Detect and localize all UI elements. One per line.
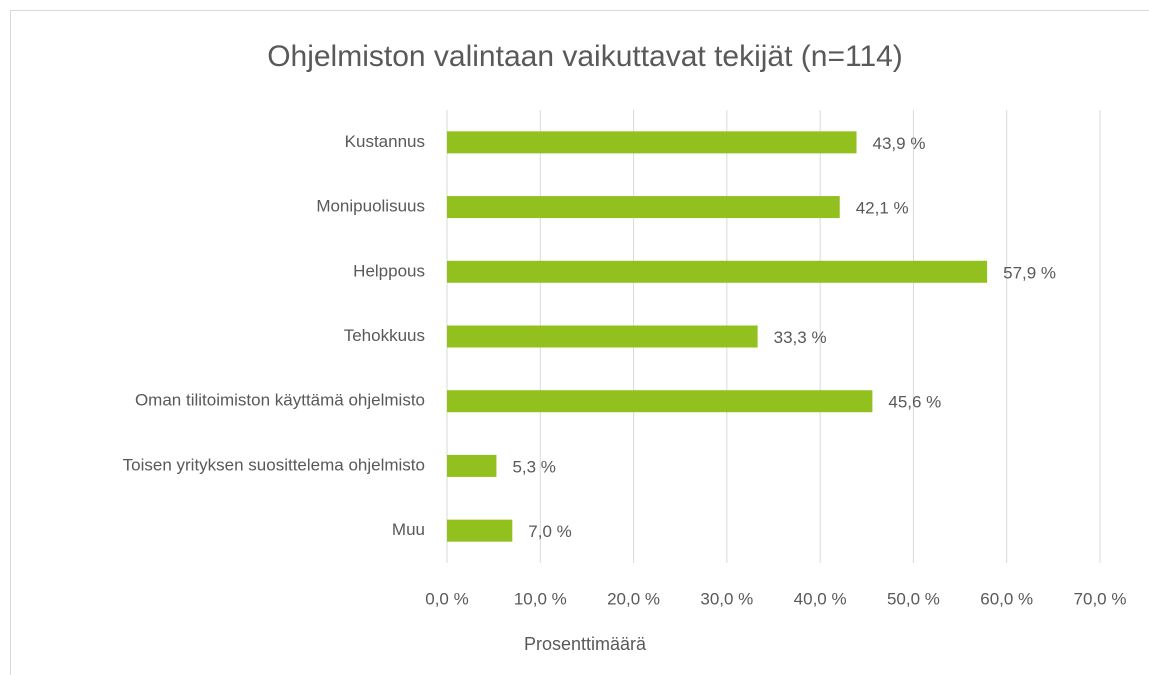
bar <box>447 196 840 219</box>
bar <box>447 454 497 477</box>
x-tick-label: 30,0 % <box>700 589 753 608</box>
x-tick-label: 10,0 % <box>514 589 567 608</box>
y-tick-label: Monipuolisuus <box>316 197 425 216</box>
y-tick-label: Oman tilitoimiston käyttämä ohjelmisto <box>135 391 425 410</box>
data-label: 45,6 % <box>888 393 941 412</box>
x-tick-label: 60,0 % <box>980 589 1033 608</box>
bar <box>447 131 857 154</box>
x-axis-title: Prosenttimäärä <box>524 634 647 654</box>
bar <box>447 325 758 348</box>
y-tick-label: Muu <box>392 520 425 539</box>
x-tick-label: 40,0 % <box>794 589 847 608</box>
x-tick-label: 20,0 % <box>607 589 660 608</box>
bar <box>447 390 873 413</box>
data-label: 43,9 % <box>873 134 926 153</box>
x-tick-label: 50,0 % <box>887 589 940 608</box>
data-label: 5,3 % <box>512 457 555 476</box>
y-tick-label: Kustannus <box>345 132 425 151</box>
x-tick-label: 0,0 % <box>425 589 468 608</box>
data-label: 7,0 % <box>528 522 571 541</box>
data-label: 33,3 % <box>774 328 827 347</box>
y-tick-label: Toisen yrityksen suosittelema ohjelmisto <box>123 455 425 474</box>
chart-title: Ohjelmiston valintaan vaikuttavat tekijä… <box>267 40 903 73</box>
x-tick-label: 70,0 % <box>1074 589 1127 608</box>
data-label: 57,9 % <box>1003 263 1056 282</box>
data-label: 42,1 % <box>856 199 909 218</box>
y-tick-label: Tehokkuus <box>344 326 425 345</box>
bar <box>447 260 988 283</box>
bar <box>447 519 513 542</box>
y-tick-label: Helppous <box>353 261 425 280</box>
